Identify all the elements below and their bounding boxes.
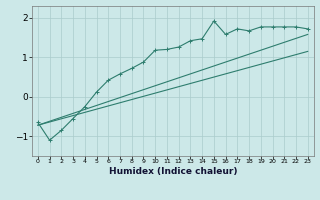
X-axis label: Humidex (Indice chaleur): Humidex (Indice chaleur) [108,167,237,176]
